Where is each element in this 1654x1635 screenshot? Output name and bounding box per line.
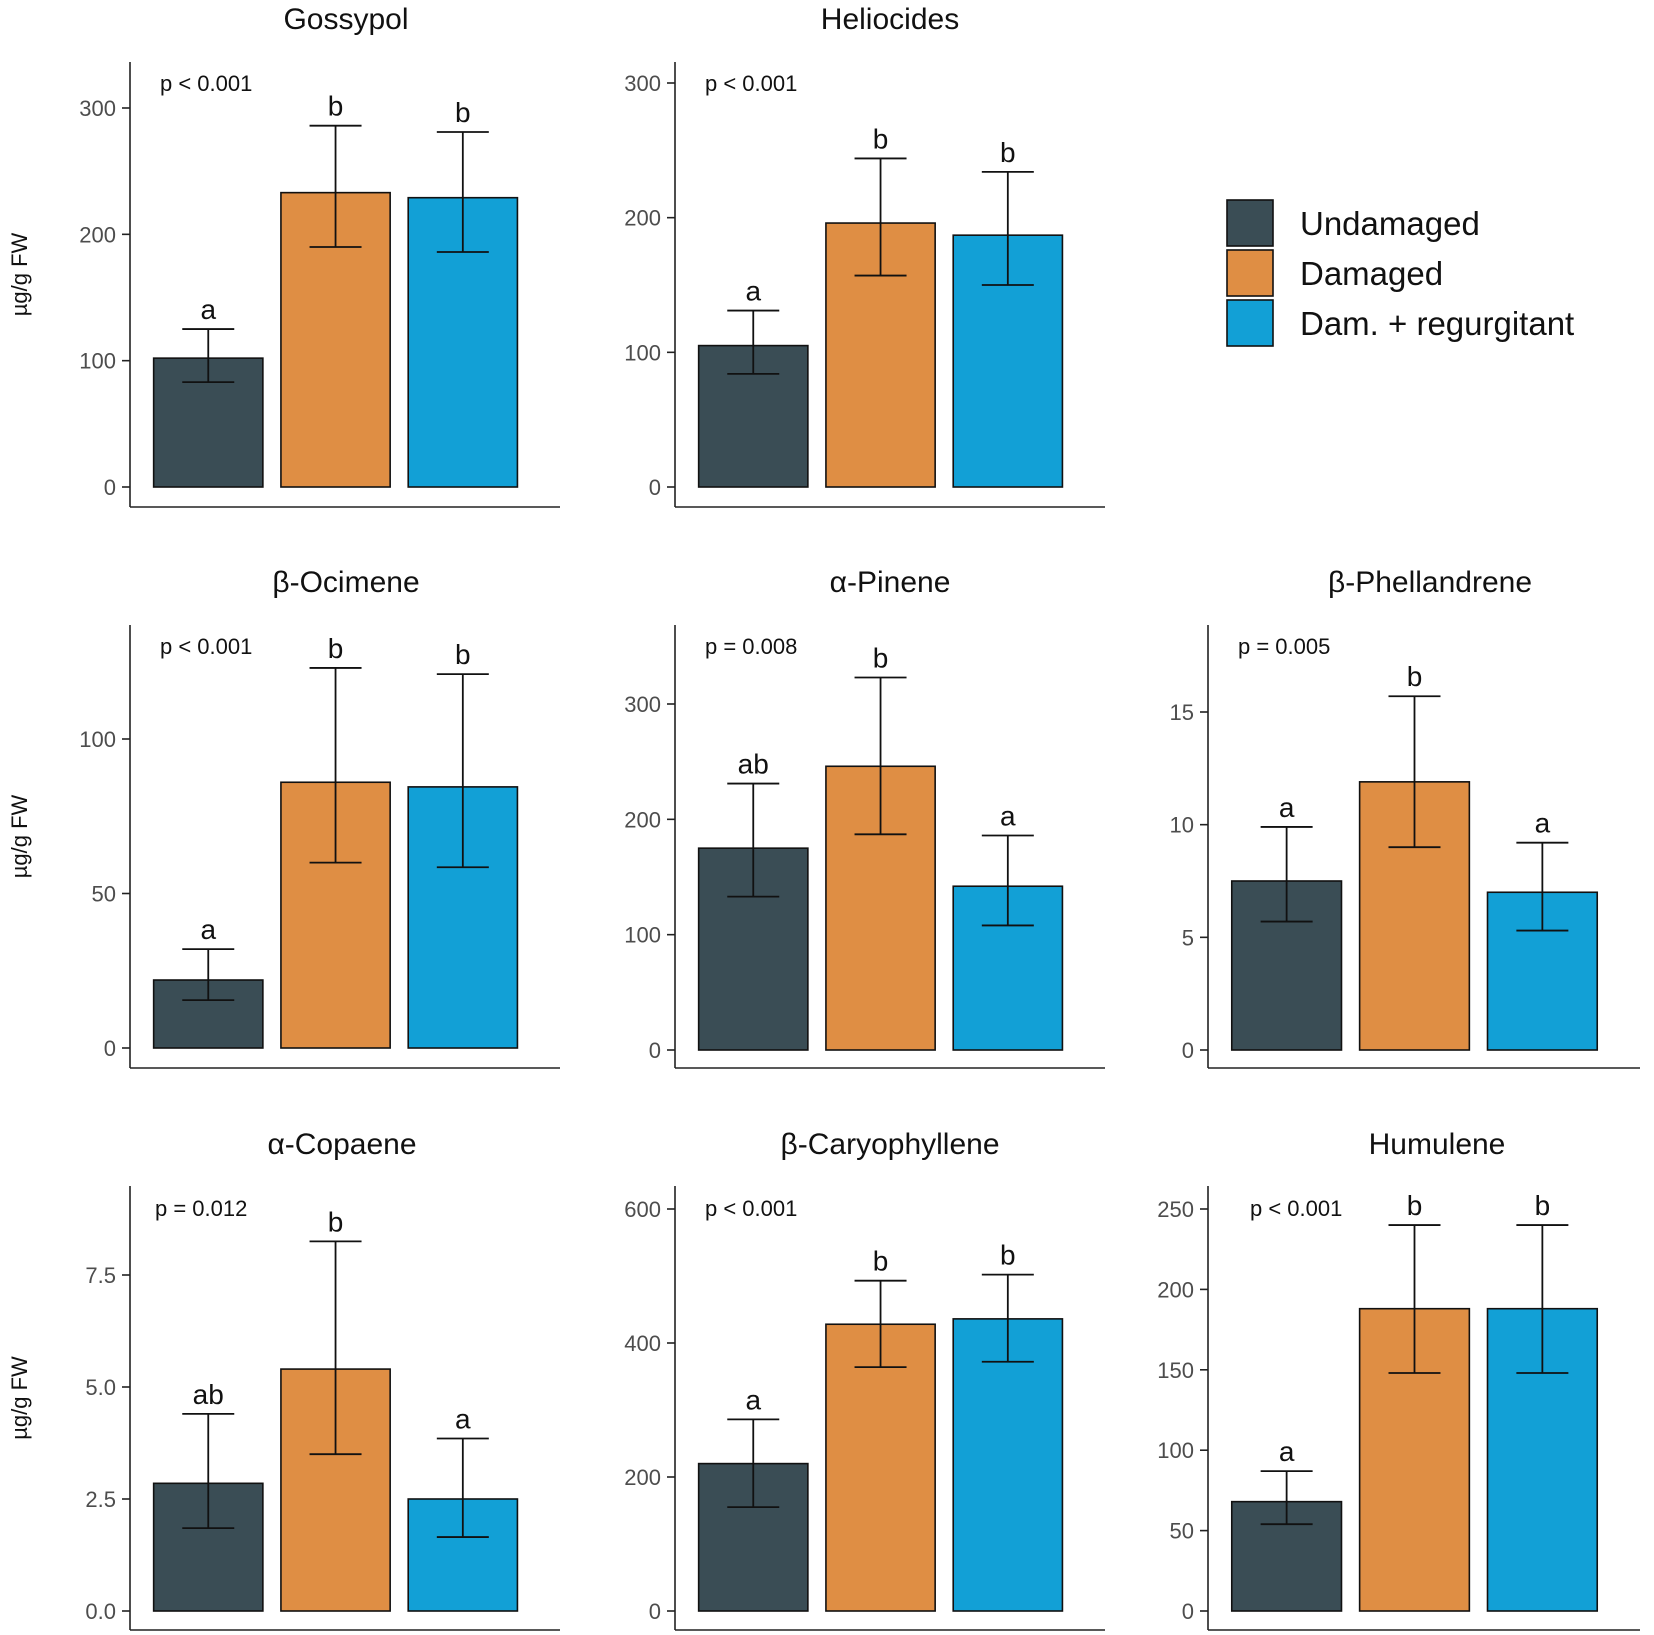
y-tick-label: 100 [79,727,116,752]
y-tick-label: 5.0 [85,1375,116,1400]
y-axis-label: µg/g FW [7,794,32,878]
panel-5: β-Phellandrene 0 5 10 15 p = 0.005 a b a [1170,566,1640,1069]
p-value-label: p < 0.001 [705,1196,797,1221]
p-value-label: p < 0.001 [1250,1196,1342,1221]
significance-letter: b [328,633,344,664]
legend-swatch [1226,199,1274,247]
significance-letter: a [1000,800,1016,831]
y-axis-label: µg/g FW [7,232,32,316]
y-tick-label: 100 [79,349,116,374]
significance-letter: a [200,914,216,945]
significance-letter: a [1535,808,1551,839]
panel-title: Heliocides [821,3,959,36]
panel-title: Gossypol [283,3,408,36]
panel-title: β-Caryophyllene [780,1128,999,1161]
panel-1: Gossypol 0 100 200 300 µg/g FW p < 0.001 a b b [7,3,560,508]
significance-letter: a [745,276,761,307]
bar-damaged [825,1323,936,1612]
significance-letter: b [1000,1240,1016,1271]
significance-letter: a [745,1384,761,1415]
panel-8: Humulene 0 50 100 150 200 250 p < 0.001 a b b [1157,1128,1640,1631]
y-tick-label: 200 [1157,1277,1194,1302]
significance-letter: b [1407,1190,1423,1221]
legend: Undamaged Damaged Dam. + regurgitant [1226,199,1574,347]
y-tick-label: 0 [1182,1038,1194,1063]
y-tick-label: 50 [1170,1519,1194,1544]
significance-letter: a [1279,1436,1295,1467]
y-tick-label: 300 [624,71,661,96]
p-value-label: p = 0.008 [705,634,797,659]
legend-label: Undamaged [1300,205,1480,242]
y-tick-label: 400 [624,1331,661,1356]
significance-letter: b [328,91,344,122]
significance-letter: a [200,294,216,325]
y-tick-label: 300 [79,96,116,121]
p-value-label: p < 0.001 [160,71,252,96]
y-tick-label: 100 [1157,1438,1194,1463]
significance-letter: b [873,642,889,673]
y-tick-label: 200 [79,222,116,247]
significance-letter: ab [193,1379,224,1410]
y-tick-label: 0 [1182,1599,1194,1624]
significance-letter: b [873,1246,889,1277]
y-axis-label: µg/g FW [7,1356,32,1440]
y-tick-label: 100 [624,923,661,948]
p-value-label: p < 0.001 [160,634,252,659]
y-tick-label: 10 [1170,813,1194,838]
y-tick-label: 300 [624,692,661,717]
y-tick-label: 200 [624,1465,661,1490]
y-tick-label: 15 [1170,700,1194,725]
significance-letter: a [1279,792,1295,823]
y-tick-label: 150 [1157,1358,1194,1383]
y-tick-label: 250 [1157,1197,1194,1222]
significance-letter: b [873,123,889,154]
y-tick-label: 7.5 [85,1263,116,1288]
p-value-label: p = 0.012 [155,1196,247,1221]
legend-label: Damaged [1300,255,1443,292]
y-tick-label: 50 [92,882,116,907]
significance-letter: b [328,1206,344,1237]
panel-title: β-Phellandrene [1328,566,1532,599]
y-tick-label: 0 [649,475,661,500]
significance-letter: b [1000,137,1016,168]
y-tick-label: 0 [104,1036,116,1061]
significance-letter: b [1535,1190,1551,1221]
significance-letter: b [455,97,471,128]
significance-letter: b [455,639,471,670]
y-tick-label: 100 [624,340,661,365]
y-tick-label: 5 [1182,925,1194,950]
panel-3: β-Ocimene 0 50 100 µg/g FW p < 0.001 a b b [7,566,560,1069]
y-tick-label: 600 [624,1197,661,1222]
y-tick-label: 2.5 [85,1487,116,1512]
p-value-label: p = 0.005 [1238,634,1330,659]
panel-title: Humulene [1369,1128,1506,1161]
panel-title: α-Pinene [830,566,951,599]
p-value-label: p < 0.001 [705,71,797,96]
y-tick-label: 0 [649,1599,661,1624]
y-tick-label: 0.0 [85,1599,116,1624]
panel-4: α-Pinene 0 100 200 300 p = 0.008 ab b a [624,566,1105,1069]
legend-swatch [1226,249,1274,297]
significance-letter: ab [738,749,769,780]
legend-label: Dam. + regurgitant [1300,305,1574,342]
y-tick-label: 200 [624,807,661,832]
panel-7: β-Caryophyllene 0 200 400 600 p < 0.001 a b b [624,1128,1105,1631]
legend-swatch [1226,299,1274,347]
y-tick-label: 0 [649,1038,661,1063]
significance-letter: b [1407,661,1423,692]
panel-title: β-Ocimene [272,566,419,599]
panel-title: α-Copaene [267,1128,416,1161]
panel-6: α-Copaene 0.0 2.5 5.0 7.5 µg/g FW p = 0.012 ab b… [7,1128,560,1631]
panel-2: Heliocides 0 100 200 300 p < 0.001 a b b [624,3,1105,508]
bar-dam-regurgitant [952,1318,1064,1612]
y-tick-label: 200 [624,206,661,231]
significance-letter: a [455,1404,471,1435]
y-tick-label: 0 [104,475,116,500]
